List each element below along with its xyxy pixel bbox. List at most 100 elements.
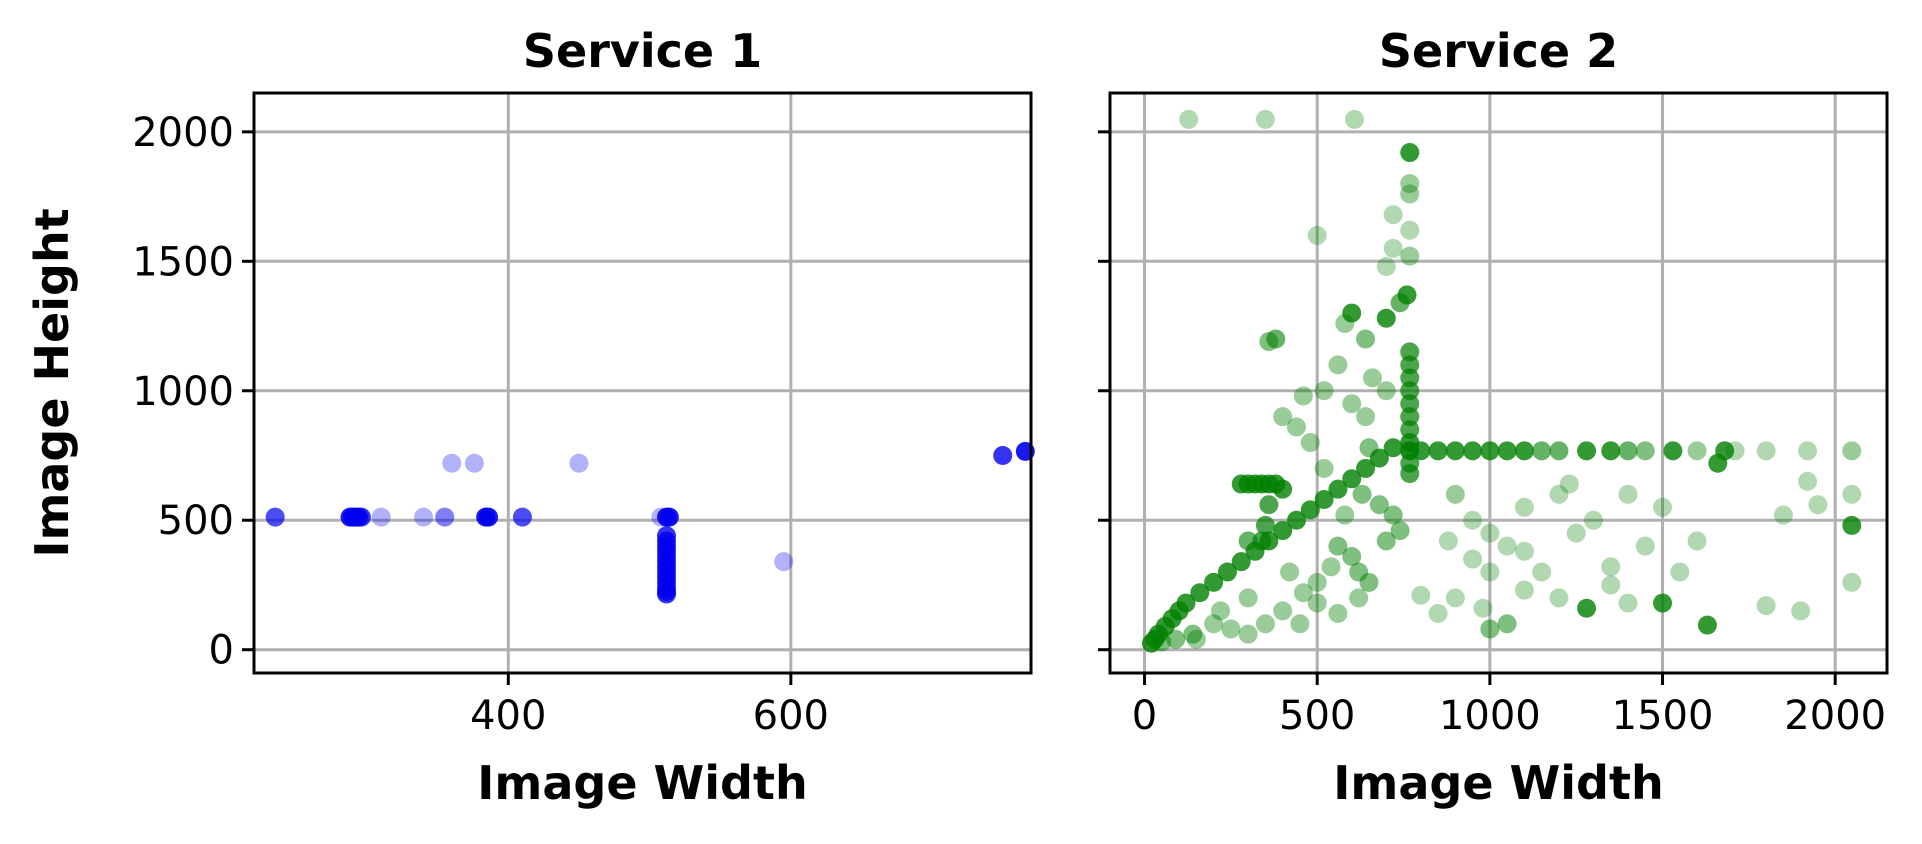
data-point [1344,109,1364,129]
data-point [1445,441,1465,461]
data-point [1480,441,1500,461]
data-point [1798,441,1818,461]
data-point [1183,624,1203,644]
data-point [1383,505,1403,525]
data-point [1255,614,1275,634]
data-point [1400,464,1420,484]
data-point [1566,523,1586,543]
data-point [1238,531,1258,551]
data-point [351,507,371,527]
data-point [1328,603,1348,623]
data-point [1618,593,1638,613]
data-point [1342,546,1362,566]
data-point [1286,417,1306,437]
data-point [993,446,1013,465]
data-point [1314,381,1334,401]
x-tick-label: 1500 [1612,693,1714,739]
axis-ticks: 400 600 0 500 1000 1500 2000 [132,110,829,739]
data-point [1342,469,1362,489]
data-point [1255,109,1275,129]
data-point [1583,510,1603,530]
data-point [1532,562,1552,582]
data-point [1773,505,1793,525]
data-point [1376,531,1396,551]
data-point [1514,441,1534,461]
data-point [1356,407,1376,427]
grid-lines [254,93,1031,673]
data-point [1497,614,1517,634]
grid-lines [1110,93,1887,673]
data-point [1252,531,1272,551]
data-point [1445,588,1465,608]
data-point [1635,441,1655,461]
data-point [1359,438,1379,458]
data-point [1618,484,1638,504]
data-point [1428,603,1448,623]
data-point [1190,583,1210,603]
data-point [1663,441,1683,461]
x-axis-label: Image Width [477,756,807,810]
data-point [1273,479,1293,499]
data-point [1211,601,1231,621]
data-point [1577,598,1597,618]
data-point [1601,575,1621,595]
data-point [1411,441,1431,461]
data-point [1708,453,1728,473]
chart-title: Service 2 [1379,24,1618,78]
data-point [1166,629,1186,649]
data-point [1428,441,1448,461]
data-point [1390,521,1410,541]
data-point [1307,225,1327,245]
data-point [1342,303,1362,323]
data-point [1549,441,1569,461]
data-point [1335,505,1355,525]
data-point [1328,355,1348,375]
data-point [1687,531,1707,551]
data-point [1514,497,1534,517]
y-axis-label: Image Height [25,208,79,557]
data-point [1217,562,1237,582]
data-point [1842,515,1862,535]
data-point [1286,510,1306,530]
chart-title: Service 1 [523,24,762,78]
data-point [1473,598,1493,618]
x-axis-label: Image Width [1333,756,1663,810]
data-point [1480,523,1500,543]
data-point [1383,438,1403,458]
data-point [1290,614,1310,634]
data-point [1376,381,1396,401]
chart-panel-service-1: 400 600 0 500 1000 1500 2000 Service 1 Image W… [25,24,1035,810]
data-point [1653,593,1673,613]
data-point [1549,588,1569,608]
data-point [1497,441,1517,461]
y-tick-label: 500 [158,498,234,544]
data-point [1349,588,1369,608]
data-point [1335,313,1355,333]
data-point [1842,441,1862,461]
data-point [1259,332,1279,352]
data-point [1798,471,1818,491]
data-point [1653,497,1673,517]
axis-ticks: 0 500 1000 1500 2000 [1098,130,1886,739]
data-point [569,453,589,473]
y-tick-label: 0 [209,628,234,674]
data-point [1376,308,1396,328]
data-point [1273,521,1293,541]
data-point [1255,515,1275,535]
data-point [1390,293,1410,313]
data-point [1300,500,1320,520]
data-point [1356,329,1376,349]
data-point [1221,619,1241,639]
data-point [659,507,679,527]
data-point [1328,479,1348,499]
data-point [1383,205,1403,225]
data-point [1480,562,1500,582]
data-point [1618,441,1638,461]
data-point [512,507,532,527]
data-point [1756,441,1776,461]
x-tick-label: 1000 [1439,693,1541,739]
x-tick-label: 0 [1132,693,1157,739]
data-point [1356,458,1376,478]
data-point [1400,246,1420,266]
